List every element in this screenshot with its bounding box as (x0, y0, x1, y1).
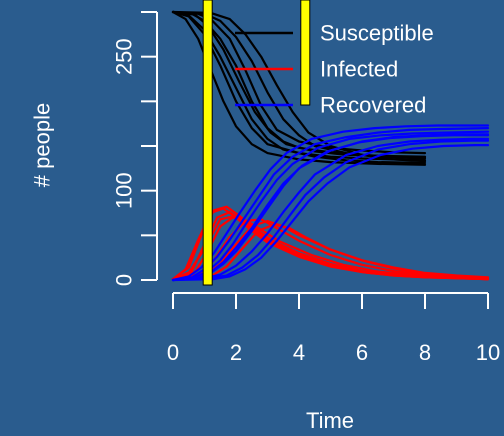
axes-layer: 0 100 250 0 2 4 6 8 10 (112, 11, 500, 365)
legend-label-susceptible: Susceptible (320, 21, 434, 46)
series-layer (171, 10, 490, 282)
y-axis-label: # people (30, 103, 55, 187)
x-tick-label-4: 4 (293, 340, 305, 365)
series-recovered-run-8 (171, 134, 490, 282)
y-tick-label-0: 0 (112, 274, 137, 286)
y-tick-label-100: 100 (112, 172, 137, 209)
legend-label-infected: Infected (320, 57, 398, 82)
yellow-marker-2 (300, 0, 311, 106)
series-infected-run-4 (171, 211, 490, 281)
legend: Susceptible Infected Recovered (235, 21, 434, 118)
series-recovered-run-7 (171, 144, 490, 282)
series-infected-run-7 (171, 223, 490, 281)
x-tick-label-10: 10 (476, 340, 500, 365)
x-tick-label-0: 0 (167, 340, 179, 365)
x-axis-label: Time (306, 408, 354, 433)
yellow-marker-1 (202, 0, 213, 286)
x-tick-label-2: 2 (230, 340, 242, 365)
annotations-layer (202, 0, 311, 286)
series-susceptible-run-6 (171, 10, 427, 166)
legend-label-recovered: Recovered (320, 93, 426, 118)
x-tick-label-8: 8 (419, 340, 431, 365)
series-susceptible-run-2 (171, 10, 427, 162)
series-recovered-run-5 (171, 139, 490, 282)
y-tick-label-250: 250 (112, 38, 137, 75)
series-recovered-run-3 (171, 137, 490, 282)
x-tick-label-6: 6 (356, 340, 368, 365)
